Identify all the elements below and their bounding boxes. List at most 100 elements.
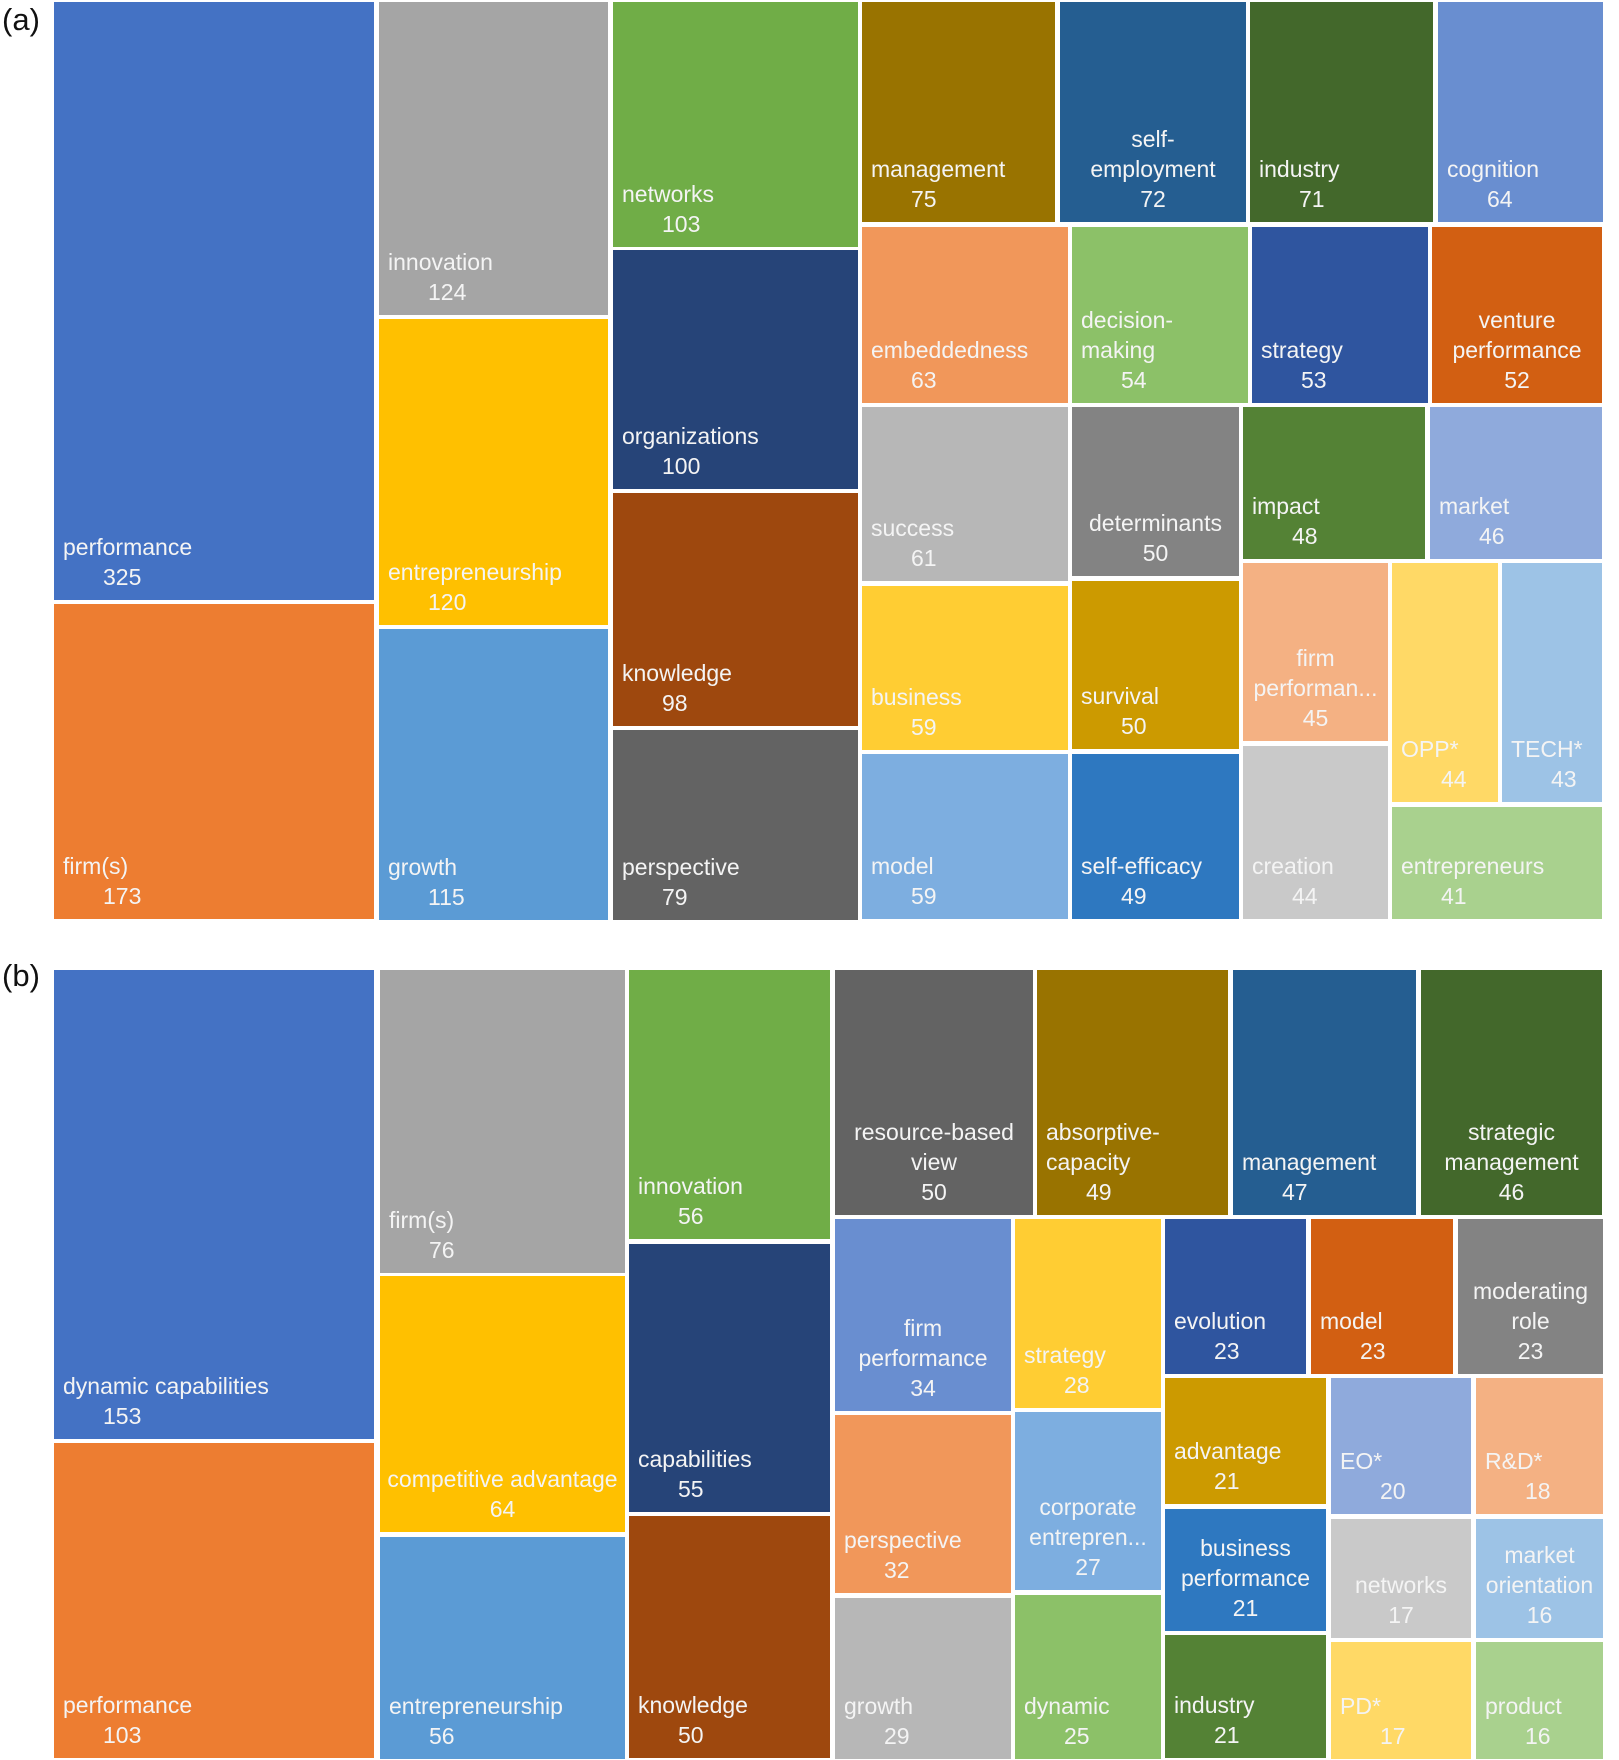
treemap-tile: resource-based view 50 <box>835 970 1033 1215</box>
tile-label-text: decision- making <box>1081 307 1174 363</box>
tile-label: dynamic 25 <box>1024 1691 1157 1751</box>
tile-value: 28 <box>1064 1372 1090 1398</box>
tile-label-text: firm(s) <box>63 853 129 879</box>
tile-value: 79 <box>662 884 688 910</box>
tile-value: 56 <box>429 1723 455 1749</box>
tile-value: 29 <box>884 1723 910 1749</box>
tile-label: knowledge 50 <box>638 1690 826 1750</box>
tile-value: 72 <box>1140 186 1166 212</box>
tile-value: 50 <box>678 1722 704 1748</box>
treemap-tile: firm performance 34 <box>835 1219 1011 1411</box>
tile-value: 48 <box>1292 523 1318 549</box>
tile-label: venture performance 52 <box>1436 305 1598 395</box>
tile-label: competitive advantage 64 <box>384 1464 621 1524</box>
tile-label: evolution 23 <box>1174 1306 1302 1366</box>
tile-label-text: networks <box>1354 1572 1448 1598</box>
treemap-tile: competitive advantage 64 <box>380 1276 625 1532</box>
tile-label-text: impact <box>1252 493 1320 519</box>
tile-label-text: self- employment <box>1090 126 1216 182</box>
tile-value: 23 <box>1214 1338 1240 1364</box>
treemap-tile: cognition 64 <box>1438 2 1603 222</box>
panel-label-b: (b) <box>2 958 40 993</box>
tile-label-text: entrepreneurs <box>1401 853 1545 879</box>
tile-label-text: perspective <box>844 1527 962 1553</box>
tile-label-text: corporate entrepren... <box>1029 1494 1147 1550</box>
tile-label-text: OPP* <box>1401 736 1459 762</box>
tile-value: 21 <box>1232 1595 1259 1621</box>
treemap-tile: product 16 <box>1476 1642 1603 1759</box>
treemap-tile: TECH* 43 <box>1502 563 1602 802</box>
tile-label-text: model <box>871 853 934 879</box>
treemap-tile: networks 103 <box>613 2 858 247</box>
tile-label: business 59 <box>871 682 1064 742</box>
tile-label-text: entrepreneurship <box>388 559 562 585</box>
tile-label: impact 48 <box>1252 491 1421 551</box>
treemap-tile: innovation 56 <box>629 970 830 1239</box>
tile-label: firm performance 34 <box>839 1313 1007 1403</box>
tile-label-text: perspective <box>622 854 740 880</box>
treemap-tile: perspective 79 <box>613 730 858 920</box>
tile-label-text: dynamic <box>1024 1693 1110 1719</box>
tile-value: 103 <box>662 211 701 237</box>
tile-label-text: strategy <box>1261 337 1343 363</box>
treemap-tile: entrepreneurship 120 <box>379 319 608 625</box>
tile-label-text: knowledge <box>638 1692 748 1718</box>
tile-label: cognition 64 <box>1447 154 1599 214</box>
treemap-tile: firm(s) 173 <box>54 604 374 919</box>
treemap-tile: decision- making 54 <box>1072 227 1248 403</box>
tile-value: 45 <box>1302 705 1329 731</box>
tile-value: 61 <box>911 545 937 571</box>
tile-label-text: business performance <box>1180 1535 1311 1591</box>
tile-label: capabilities 55 <box>638 1444 826 1504</box>
treemap-tile: success 61 <box>862 407 1068 581</box>
treemap-tile: knowledge 98 <box>613 493 858 726</box>
tile-value: 50 <box>1142 540 1169 566</box>
tile-value: 44 <box>1441 766 1467 792</box>
tile-value: 76 <box>429 1237 455 1263</box>
tile-label: strategic management 46 <box>1425 1117 1598 1207</box>
treemap-tile: business performance 21 <box>1165 1509 1326 1631</box>
tile-label: management 47 <box>1242 1147 1412 1207</box>
tile-label: TECH* 43 <box>1511 734 1598 794</box>
tile-label-text: entrepreneurship <box>389 1693 563 1719</box>
tile-label-text: innovation <box>388 249 493 275</box>
tile-label: product 16 <box>1485 1691 1599 1751</box>
tile-value: 50 <box>921 1179 947 1205</box>
tile-label: firm(s) 76 <box>389 1205 621 1265</box>
treemap-tile: creation 44 <box>1243 746 1388 919</box>
tile-label: networks 17 <box>1335 1570 1467 1630</box>
tile-label-text: growth <box>844 1693 914 1719</box>
tile-label-text: management <box>871 156 1006 182</box>
treemap-tile: absorptive- capacity 49 <box>1037 970 1228 1215</box>
treemap-tile: embeddedness 63 <box>862 227 1068 403</box>
tile-label: innovation 124 <box>388 247 604 307</box>
tile-label: entrepreneurship 56 <box>389 1691 621 1751</box>
tile-label: growth 29 <box>844 1691 1007 1751</box>
treemap-tile: market 46 <box>1430 407 1602 559</box>
tile-label: management 75 <box>871 154 1051 214</box>
tile-label: firm(s) 173 <box>63 851 370 911</box>
treemap-tile: management 75 <box>862 2 1055 222</box>
tile-value: 115 <box>428 884 465 910</box>
tile-label-text: industry <box>1174 1692 1255 1718</box>
tile-label-text: management <box>1242 1149 1377 1175</box>
tile-value: 63 <box>911 367 937 393</box>
treemap-tile: industry 71 <box>1250 2 1433 222</box>
tile-label-text: moderating role <box>1472 1278 1589 1334</box>
tile-label-text: market orientation <box>1485 1542 1594 1598</box>
tile-value: 23 <box>1360 1338 1386 1364</box>
tile-value: 17 <box>1388 1602 1414 1628</box>
treemap-tile: management 47 <box>1233 970 1416 1215</box>
tile-label: perspective 79 <box>622 852 854 912</box>
tile-value: 100 <box>662 453 701 479</box>
tile-value: 46 <box>1498 1179 1525 1205</box>
tile-value: 173 <box>103 883 142 909</box>
tile-value: 32 <box>884 1557 910 1583</box>
tile-label-text: performance <box>63 534 193 560</box>
tile-value: 64 <box>1487 186 1513 212</box>
tile-label: organizations 100 <box>622 421 854 481</box>
tile-value: 44 <box>1292 883 1318 909</box>
tile-label-text: networks <box>622 181 715 207</box>
treemap-tile: entrepreneurs 41 <box>1392 807 1602 919</box>
treemap-tile: performance 325 <box>54 2 374 600</box>
